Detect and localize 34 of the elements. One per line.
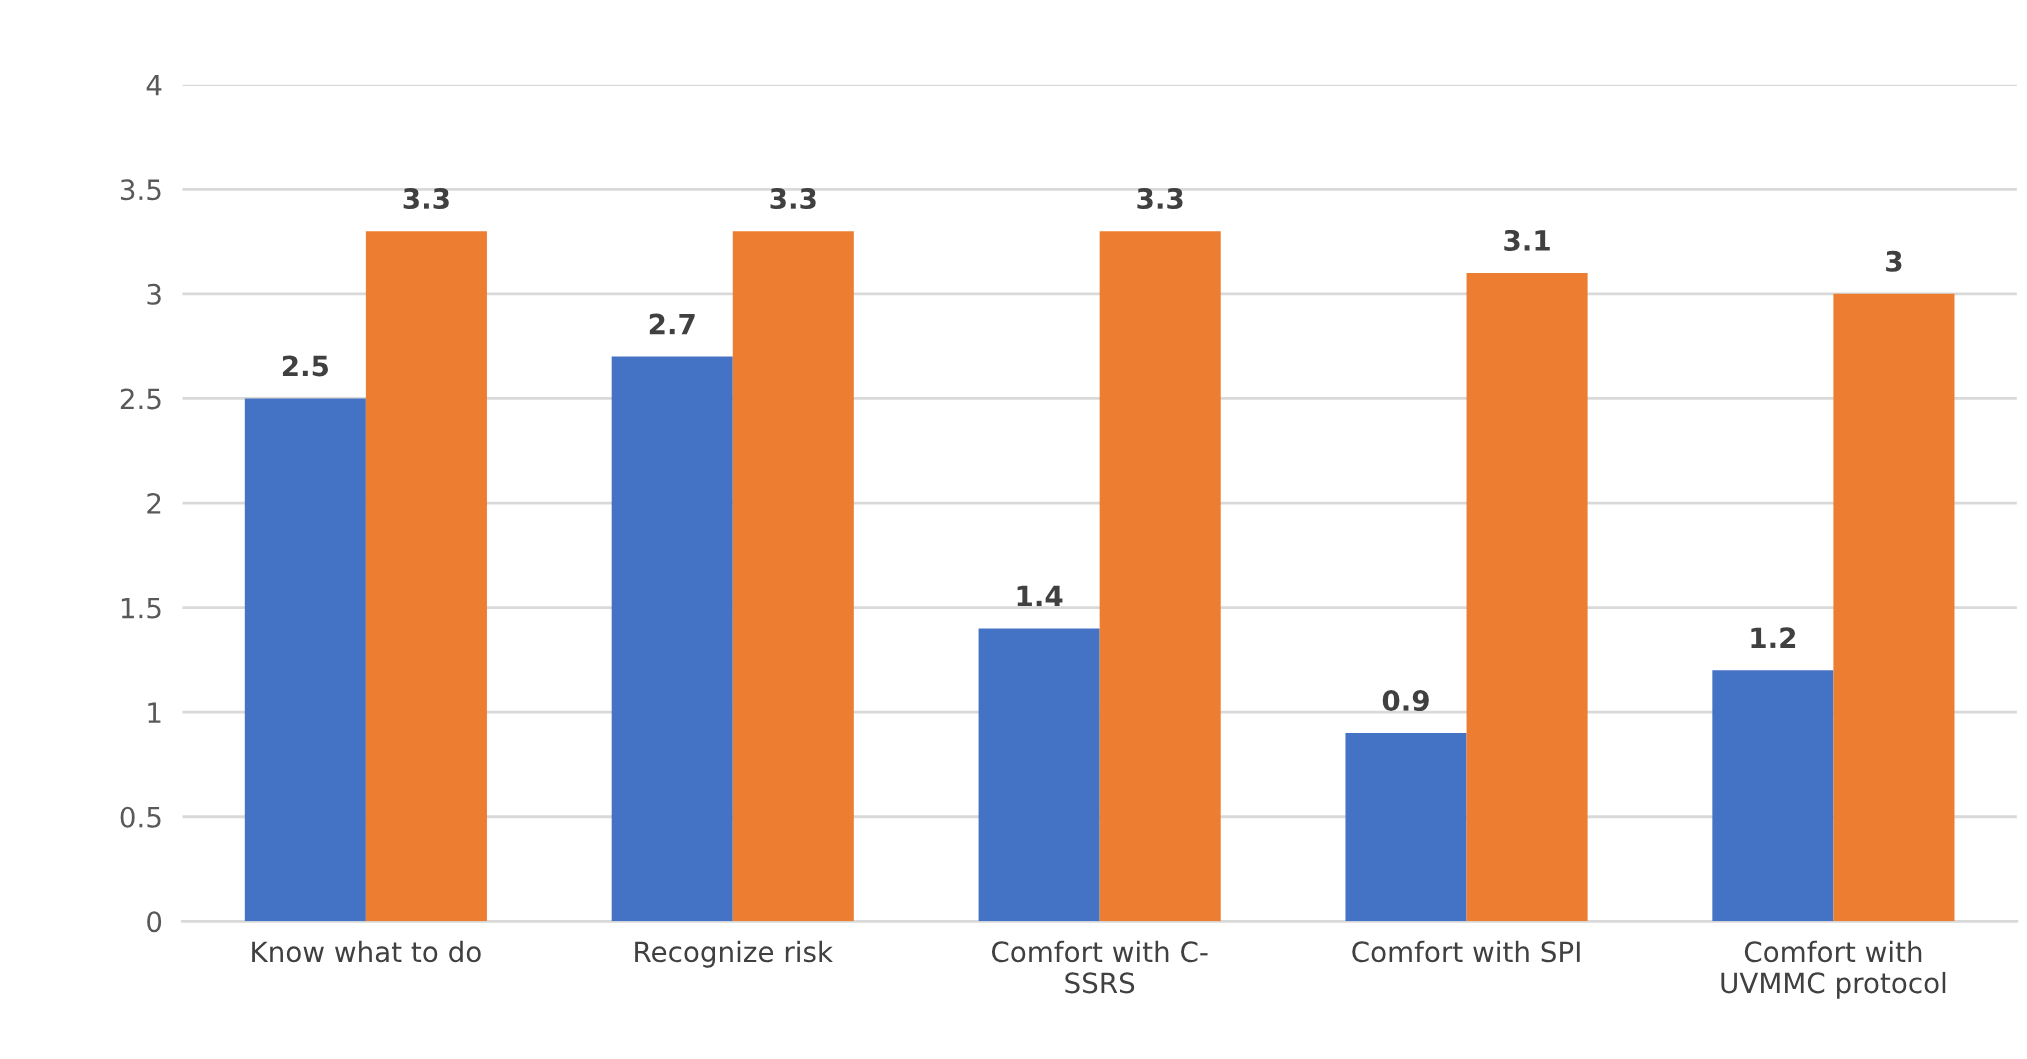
x-tick-label: Comfort with SPI (1352, 940, 1580, 963)
bar (244, 398, 366, 922)
bar (1466, 272, 1588, 922)
bar (1345, 733, 1467, 922)
data-label: 3 (1886, 250, 1902, 272)
y-tick-label: 3 (147, 283, 161, 305)
bar (978, 628, 1100, 922)
y-tick-label: 2 (147, 492, 161, 514)
data-label: 3.3 (770, 188, 816, 210)
bar (732, 231, 854, 922)
x-tick-label: Recognize risk (635, 940, 833, 968)
data-label: 0.9 (1382, 690, 1429, 712)
data-label: 1.4 (1017, 585, 1063, 607)
y-tick-label: 2.5 (120, 388, 161, 410)
bar (1833, 293, 1955, 922)
y-tick-label: 3.5 (120, 179, 161, 201)
x-tick-label: Comfort with C- SSRS (991, 940, 1208, 994)
data-label: 2.5 (282, 355, 328, 377)
data-label: 1.2 (1751, 627, 1796, 648)
data-label: 3.3 (403, 188, 449, 210)
bar (611, 356, 733, 922)
y-tick-label: 0 (147, 911, 162, 933)
y-tick-label: 1.5 (121, 597, 161, 619)
data-label: 3.1 (1504, 229, 1550, 251)
x-tick-label: Know what to do (252, 940, 481, 963)
bar (1712, 670, 1834, 922)
bar (1099, 231, 1221, 922)
bar (365, 231, 487, 922)
data-label: 3.3 (1137, 188, 1183, 210)
y-tick-label: 4 (146, 75, 162, 96)
y-tick-label: 1 (148, 702, 161, 723)
y-tick-label: 0.5 (120, 806, 161, 828)
x-tick-label: Comfort with UVMMC protocol (1721, 940, 1946, 999)
data-label: 2.7 (649, 313, 695, 335)
